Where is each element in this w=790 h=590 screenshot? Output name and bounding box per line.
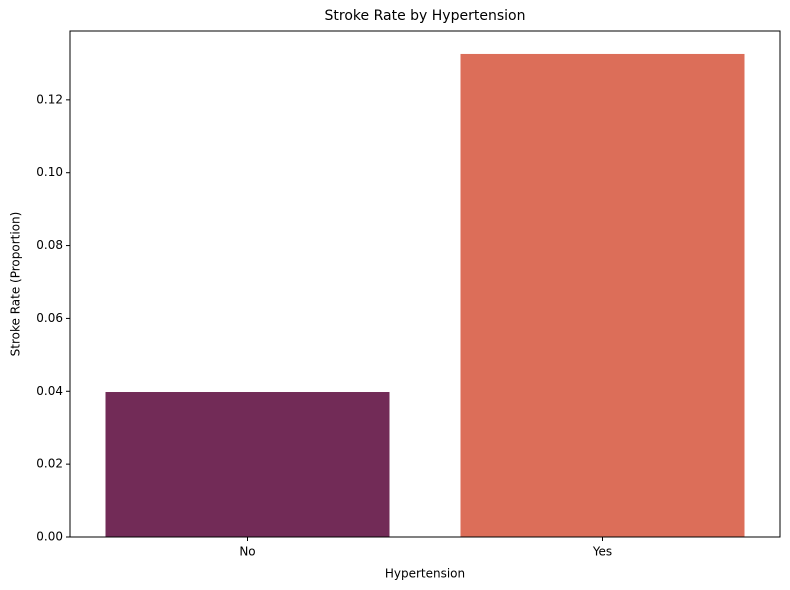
chart-title: Stroke Rate by Hypertension [325, 8, 526, 24]
y-tick-label: 0.04 [36, 384, 63, 398]
y-tick-label: 0.06 [36, 311, 63, 325]
y-axis-label: Stroke Rate (Proportion) [9, 212, 23, 357]
bar [105, 392, 390, 537]
y-tick-label: 0.10 [36, 165, 63, 179]
y-tick-label: 0.12 [36, 92, 63, 106]
y-tick-label: 0.02 [36, 457, 63, 471]
y-tick-label: 0.00 [36, 530, 63, 544]
x-axis-label: Hypertension [385, 567, 465, 581]
y-tick-label: 0.08 [36, 238, 63, 252]
bar [460, 53, 745, 538]
plot-frame [69, 30, 781, 538]
x-tick-label: Yes [592, 545, 612, 559]
x-tick-label: No [239, 545, 255, 559]
